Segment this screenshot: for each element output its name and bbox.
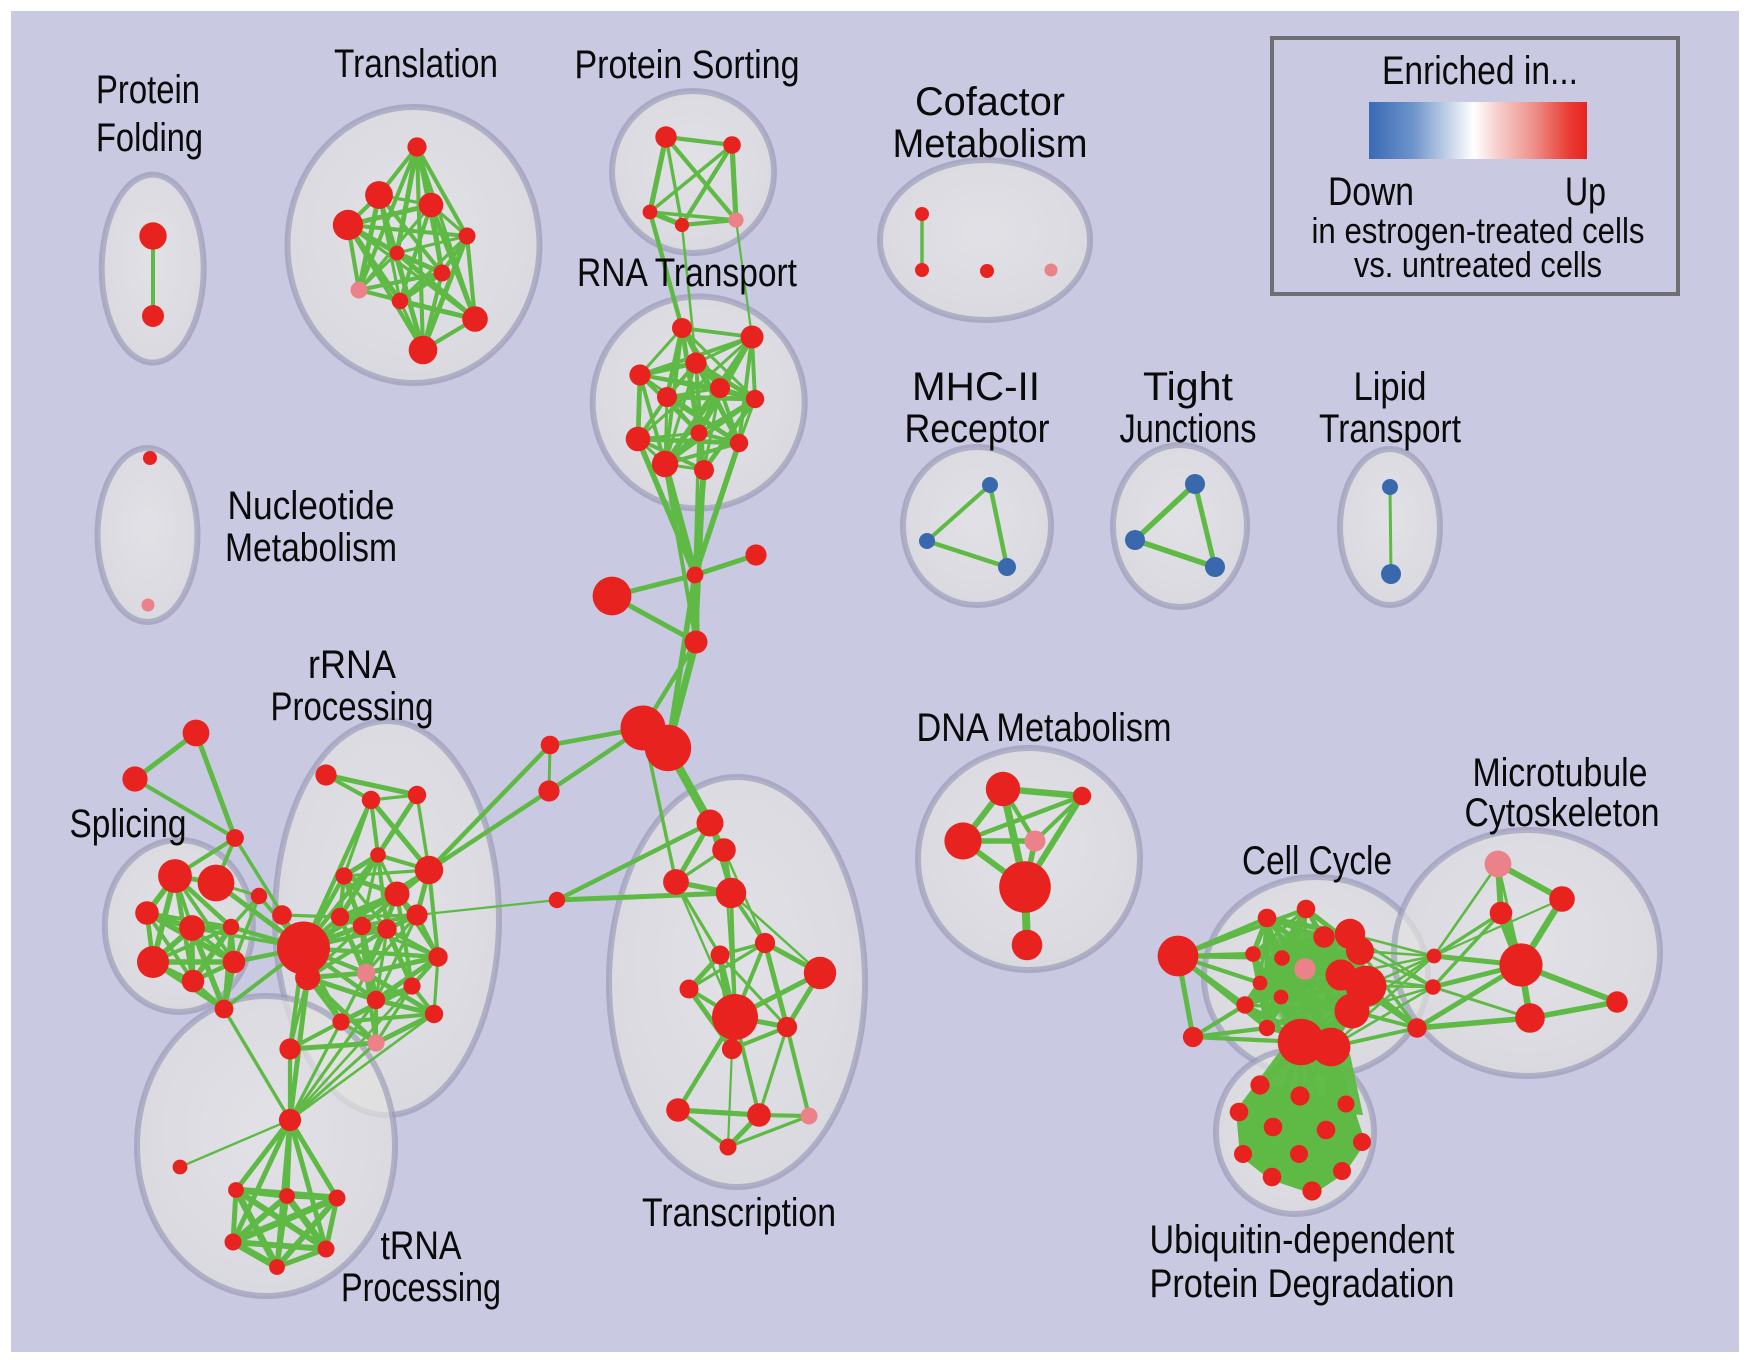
svg-text:Processing: Processing <box>341 1266 501 1310</box>
svg-text:Microtubule: Microtubule <box>1473 751 1648 795</box>
svg-text:Metabolism: Metabolism <box>225 526 397 570</box>
svg-text:Receptor: Receptor <box>905 407 1050 451</box>
svg-text:Processing: Processing <box>271 685 434 729</box>
svg-text:Cytoskeleton: Cytoskeleton <box>1465 791 1660 835</box>
svg-text:Splicing: Splicing <box>70 802 187 846</box>
svg-text:Translation: Translation <box>334 42 498 86</box>
svg-text:Up: Up <box>1565 170 1606 214</box>
svg-text:tRNA: tRNA <box>381 1224 462 1268</box>
svg-text:Protein Sorting: Protein Sorting <box>575 43 800 87</box>
svg-text:Transport: Transport <box>1319 407 1461 451</box>
svg-text:Transcription: Transcription <box>642 1191 836 1235</box>
svg-text:Protein: Protein <box>96 68 200 112</box>
svg-text:Folding: Folding <box>96 116 203 160</box>
svg-text:Protein Degradation: Protein Degradation <box>1150 1262 1455 1306</box>
svg-text:Nucleotide: Nucleotide <box>228 484 395 528</box>
svg-text:Lipid: Lipid <box>1354 365 1427 409</box>
svg-text:RNA Transport: RNA Transport <box>577 251 797 295</box>
svg-text:Junctions: Junctions <box>1120 407 1257 451</box>
svg-text:DNA Metabolism: DNA Metabolism <box>917 706 1172 750</box>
svg-text:Cofactor: Cofactor <box>915 80 1065 124</box>
svg-text:rRNA: rRNA <box>308 643 396 687</box>
svg-text:Ubiquitin-dependent: Ubiquitin-dependent <box>1150 1218 1455 1262</box>
svg-text:Metabolism: Metabolism <box>893 122 1088 166</box>
svg-text:Down: Down <box>1328 170 1414 214</box>
svg-text:Tight: Tight <box>1143 365 1233 409</box>
svg-text:Enriched in...: Enriched in... <box>1382 49 1578 93</box>
svg-text:Cell Cycle: Cell Cycle <box>1242 839 1392 883</box>
svg-text:in estrogen-treated cells: in estrogen-treated cells <box>1312 210 1645 251</box>
svg-text:vs. untreated cells: vs. untreated cells <box>1354 244 1602 285</box>
svg-text:MHC-II: MHC-II <box>912 365 1040 409</box>
